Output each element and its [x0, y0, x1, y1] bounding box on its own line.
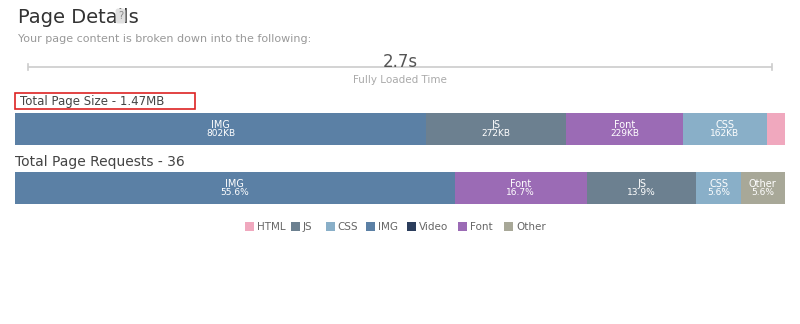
Text: Total Page Requests - 36: Total Page Requests - 36	[15, 155, 185, 169]
Text: IMG: IMG	[211, 120, 230, 130]
Text: JS: JS	[492, 120, 501, 130]
Bar	[454, 172, 586, 204]
Text: 162KB: 162KB	[710, 129, 739, 138]
Text: 16.7%: 16.7%	[506, 188, 535, 197]
Text: 272KB: 272KB	[482, 129, 510, 138]
Text: Font: Font	[470, 222, 493, 232]
Bar	[566, 113, 683, 145]
Text: CSS: CSS	[709, 179, 728, 189]
Text: JS: JS	[302, 222, 312, 232]
Text: CSS: CSS	[338, 222, 358, 232]
Text: 5.6%: 5.6%	[707, 188, 730, 197]
Bar	[683, 113, 766, 145]
Bar	[15, 172, 454, 204]
Bar	[426, 113, 566, 145]
Bar	[406, 222, 415, 231]
Bar	[290, 222, 299, 231]
Bar	[245, 222, 254, 231]
Bar	[366, 222, 375, 231]
Bar	[504, 222, 513, 231]
Text: Video: Video	[418, 222, 448, 232]
Text: CSS: CSS	[715, 120, 734, 130]
Text: 55.6%: 55.6%	[220, 188, 249, 197]
Text: Other: Other	[516, 222, 546, 232]
Bar	[741, 172, 785, 204]
Text: JS: JS	[637, 179, 646, 189]
Text: ?: ?	[118, 11, 123, 21]
Text: 13.9%: 13.9%	[627, 188, 656, 197]
Bar	[15, 113, 426, 145]
Text: Font: Font	[510, 179, 531, 189]
Text: 5.6%: 5.6%	[751, 188, 774, 197]
Text: IMG: IMG	[378, 222, 398, 232]
Bar	[697, 172, 741, 204]
Text: 2.7s: 2.7s	[382, 53, 418, 71]
Text: IMG: IMG	[226, 179, 244, 189]
Bar	[458, 222, 467, 231]
Bar	[586, 172, 697, 204]
Text: Page Details: Page Details	[18, 8, 138, 27]
Text: Other: Other	[749, 179, 777, 189]
Bar	[326, 222, 334, 231]
Text: 229KB: 229KB	[610, 129, 639, 138]
Text: Font: Font	[614, 120, 635, 130]
Bar	[766, 113, 785, 145]
Text: HTML: HTML	[257, 222, 285, 232]
Text: Your page content is broken down into the following:: Your page content is broken down into th…	[18, 34, 311, 44]
Text: Fully Loaded Time: Fully Loaded Time	[353, 75, 447, 85]
Text: 802KB: 802KB	[206, 129, 235, 138]
Text: Total Page Size - 1.47MB: Total Page Size - 1.47MB	[20, 95, 164, 108]
